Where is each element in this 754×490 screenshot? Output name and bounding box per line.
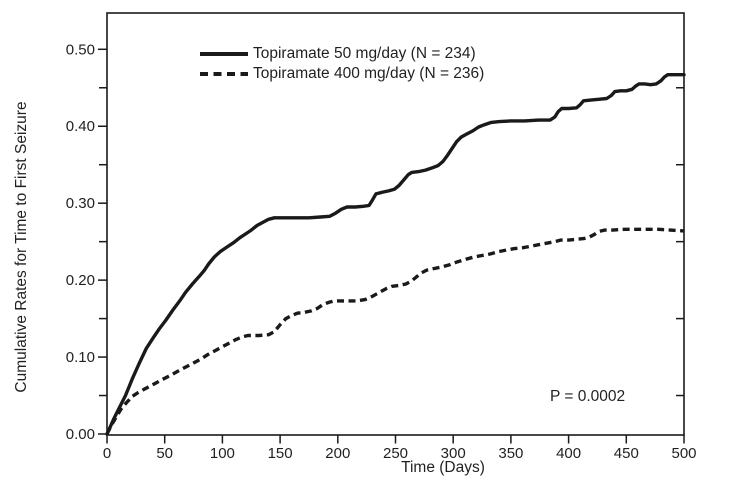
y-tick-label: 0.00 xyxy=(66,426,95,443)
x-tick-label: 450 xyxy=(614,445,639,462)
p-value-annotation: P = 0.0002 xyxy=(550,388,626,405)
x-tick-label: 500 xyxy=(671,445,696,462)
x-tick-label: 300 xyxy=(441,445,466,462)
legend-item-50mg: Topiramate 50 mg/day (N = 234) xyxy=(200,44,484,64)
x-axis-title: Time (Days) xyxy=(401,459,485,476)
x-tick-label: 150 xyxy=(268,445,293,462)
x-tick-label: 0 xyxy=(103,445,111,462)
legend-label-50mg: Topiramate 50 mg/day (N = 234) xyxy=(253,45,476,62)
x-tick-label: 100 xyxy=(210,445,235,462)
y-tick-label: 0.50 xyxy=(66,41,95,58)
x-tick-label: 350 xyxy=(498,445,523,462)
legend-item-400mg: Topiramate 400 mg/day (N = 236) xyxy=(200,64,484,84)
legend-dashed-line-sample xyxy=(200,71,248,77)
x-tick-label: 400 xyxy=(556,445,581,462)
legend-solid-line-sample xyxy=(200,52,248,56)
x-tick-label: 250 xyxy=(383,445,408,462)
y-axis-title: Cumulative Rates for Time to First Seizu… xyxy=(13,101,30,393)
series-line-solid xyxy=(105,72,686,436)
legend-label-400mg: Topiramate 400 mg/day (N = 236) xyxy=(253,65,485,82)
y-tick-label: 0.20 xyxy=(66,272,95,289)
y-tick-label: 0.40 xyxy=(66,118,95,135)
y-tick-label: 0.10 xyxy=(66,349,95,366)
legend: Topiramate 50 mg/day (N = 234) Topiramat… xyxy=(200,44,484,84)
x-tick-label: 200 xyxy=(325,445,350,462)
x-tick-label: 50 xyxy=(156,445,173,462)
y-tick-label: 0.30 xyxy=(66,195,95,212)
series-line-dashed xyxy=(105,227,685,435)
